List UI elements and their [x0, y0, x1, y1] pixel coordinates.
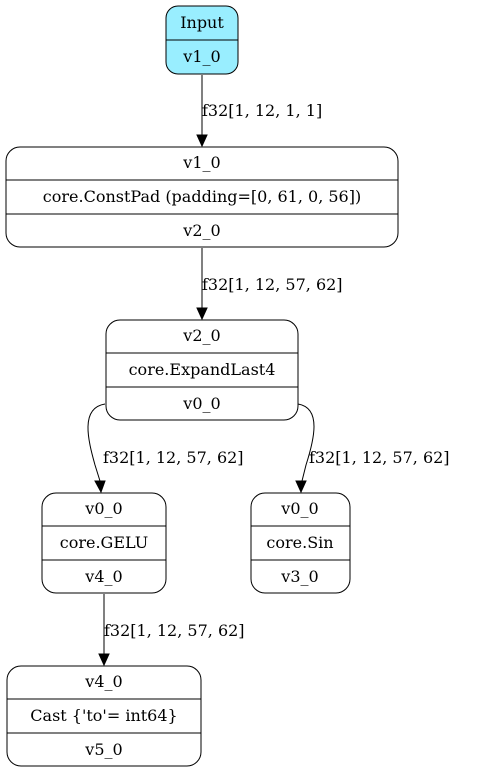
edge-label: f32[1, 12, 57, 62] [202, 275, 343, 294]
edge-label: f32[1, 12, 57, 62] [104, 621, 245, 640]
node-input-label: v0_0 [84, 499, 122, 518]
arrowhead [98, 653, 110, 667]
node-sin[interactable]: v0_0 core.Sin v3_0 [250, 492, 351, 594]
node-cast[interactable]: v4_0 Cast {'to'= int64} v5_0 [6, 665, 202, 767]
edge-label: f32[1, 12, 1, 1] [202, 101, 322, 120]
node-gelu-box [41, 492, 167, 594]
node-input-label: v1_0 [182, 153, 220, 172]
arrowhead [94, 480, 106, 494]
node-title: Input [180, 13, 224, 32]
node-constpad-box [5, 146, 399, 248]
node-gelu[interactable]: v0_0 core.GELU v4_0 [41, 492, 167, 594]
node-op: core.ExpandLast4 [129, 360, 276, 379]
node-input-label: v2_0 [182, 326, 220, 345]
node-cast-box [6, 665, 202, 767]
node-output: v3_0 [280, 567, 318, 586]
node-op: Cast {'to'= int64} [30, 706, 177, 725]
node-op: core.Sin [266, 533, 333, 552]
edge-input-to-constpad: f32[1, 12, 1, 1] [196, 75, 322, 148]
node-expand[interactable]: v2_0 core.ExpandLast4 v0_0 [105, 319, 299, 421]
node-input-label: v4_0 [84, 672, 122, 691]
edge-expand-to-gelu: f32[1, 12, 57, 62] [87, 403, 244, 494]
edge-gelu-to-cast: f32[1, 12, 57, 62] [98, 594, 245, 667]
edge-expand-to-sin: f32[1, 12, 57, 62] [295, 403, 450, 494]
node-expand-box [105, 319, 299, 421]
node-constpad[interactable]: v1_0 core.ConstPad (padding=[0, 61, 0, 5… [5, 146, 399, 248]
arrowhead [196, 307, 208, 321]
arrowhead [196, 134, 208, 148]
arrowhead [295, 480, 307, 494]
node-sin-box [250, 492, 351, 594]
node-input-label: v0_0 [280, 499, 318, 518]
edge-line [87, 403, 106, 482]
edge-constpad-to-expand: f32[1, 12, 57, 62] [196, 248, 343, 321]
node-input[interactable]: Input v1_0 [165, 5, 239, 75]
edge-label: f32[1, 12, 57, 62] [103, 448, 244, 467]
node-op: core.ConstPad (padding=[0, 61, 0, 56]) [43, 187, 361, 206]
edge-line [297, 403, 315, 482]
node-output: v5_0 [84, 740, 122, 759]
node-output: v4_0 [84, 567, 122, 586]
node-output: v1_0 [182, 47, 220, 66]
node-op: core.GELU [60, 533, 149, 552]
edge-label: f32[1, 12, 57, 62] [309, 448, 450, 467]
node-output: v2_0 [182, 221, 220, 240]
node-output: v0_0 [182, 394, 220, 413]
